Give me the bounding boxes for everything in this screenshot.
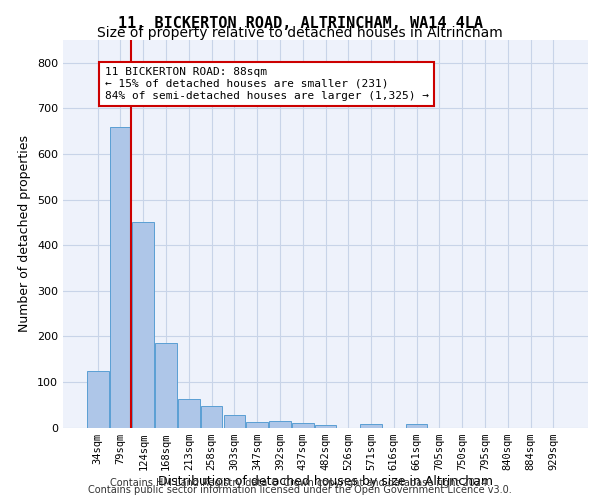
Y-axis label: Number of detached properties: Number of detached properties [19, 135, 31, 332]
Bar [178, 399, 200, 428]
Text: 11, BICKERTON ROAD, ALTRINCHAM, WA14 4LA: 11, BICKERTON ROAD, ALTRINCHAM, WA14 4LA [118, 16, 482, 31]
Text: Size of property relative to detached houses in Altrincham: Size of property relative to detached ho… [97, 26, 503, 40]
Bar [292, 423, 314, 428]
X-axis label: Distribution of detached houses by size in Altrincham: Distribution of detached houses by size … [158, 476, 493, 488]
Bar [314, 425, 337, 428]
Text: Contains HM Land Registry data © Crown copyright and database right 2024.: Contains HM Land Registry data © Crown c… [110, 478, 490, 488]
Bar [110, 126, 131, 428]
Bar [87, 370, 109, 428]
Bar [201, 406, 223, 427]
Text: Contains public sector information licensed under the Open Government Licence v3: Contains public sector information licen… [88, 485, 512, 495]
Bar [155, 343, 177, 427]
Bar [269, 420, 291, 428]
Text: 11 BICKERTON ROAD: 88sqm
← 15% of detached houses are smaller (231)
84% of semi-: 11 BICKERTON ROAD: 88sqm ← 15% of detach… [104, 68, 428, 100]
Bar [360, 424, 382, 428]
Bar [224, 414, 245, 428]
Bar [133, 222, 154, 428]
Bar [247, 422, 268, 428]
Bar [406, 424, 427, 428]
